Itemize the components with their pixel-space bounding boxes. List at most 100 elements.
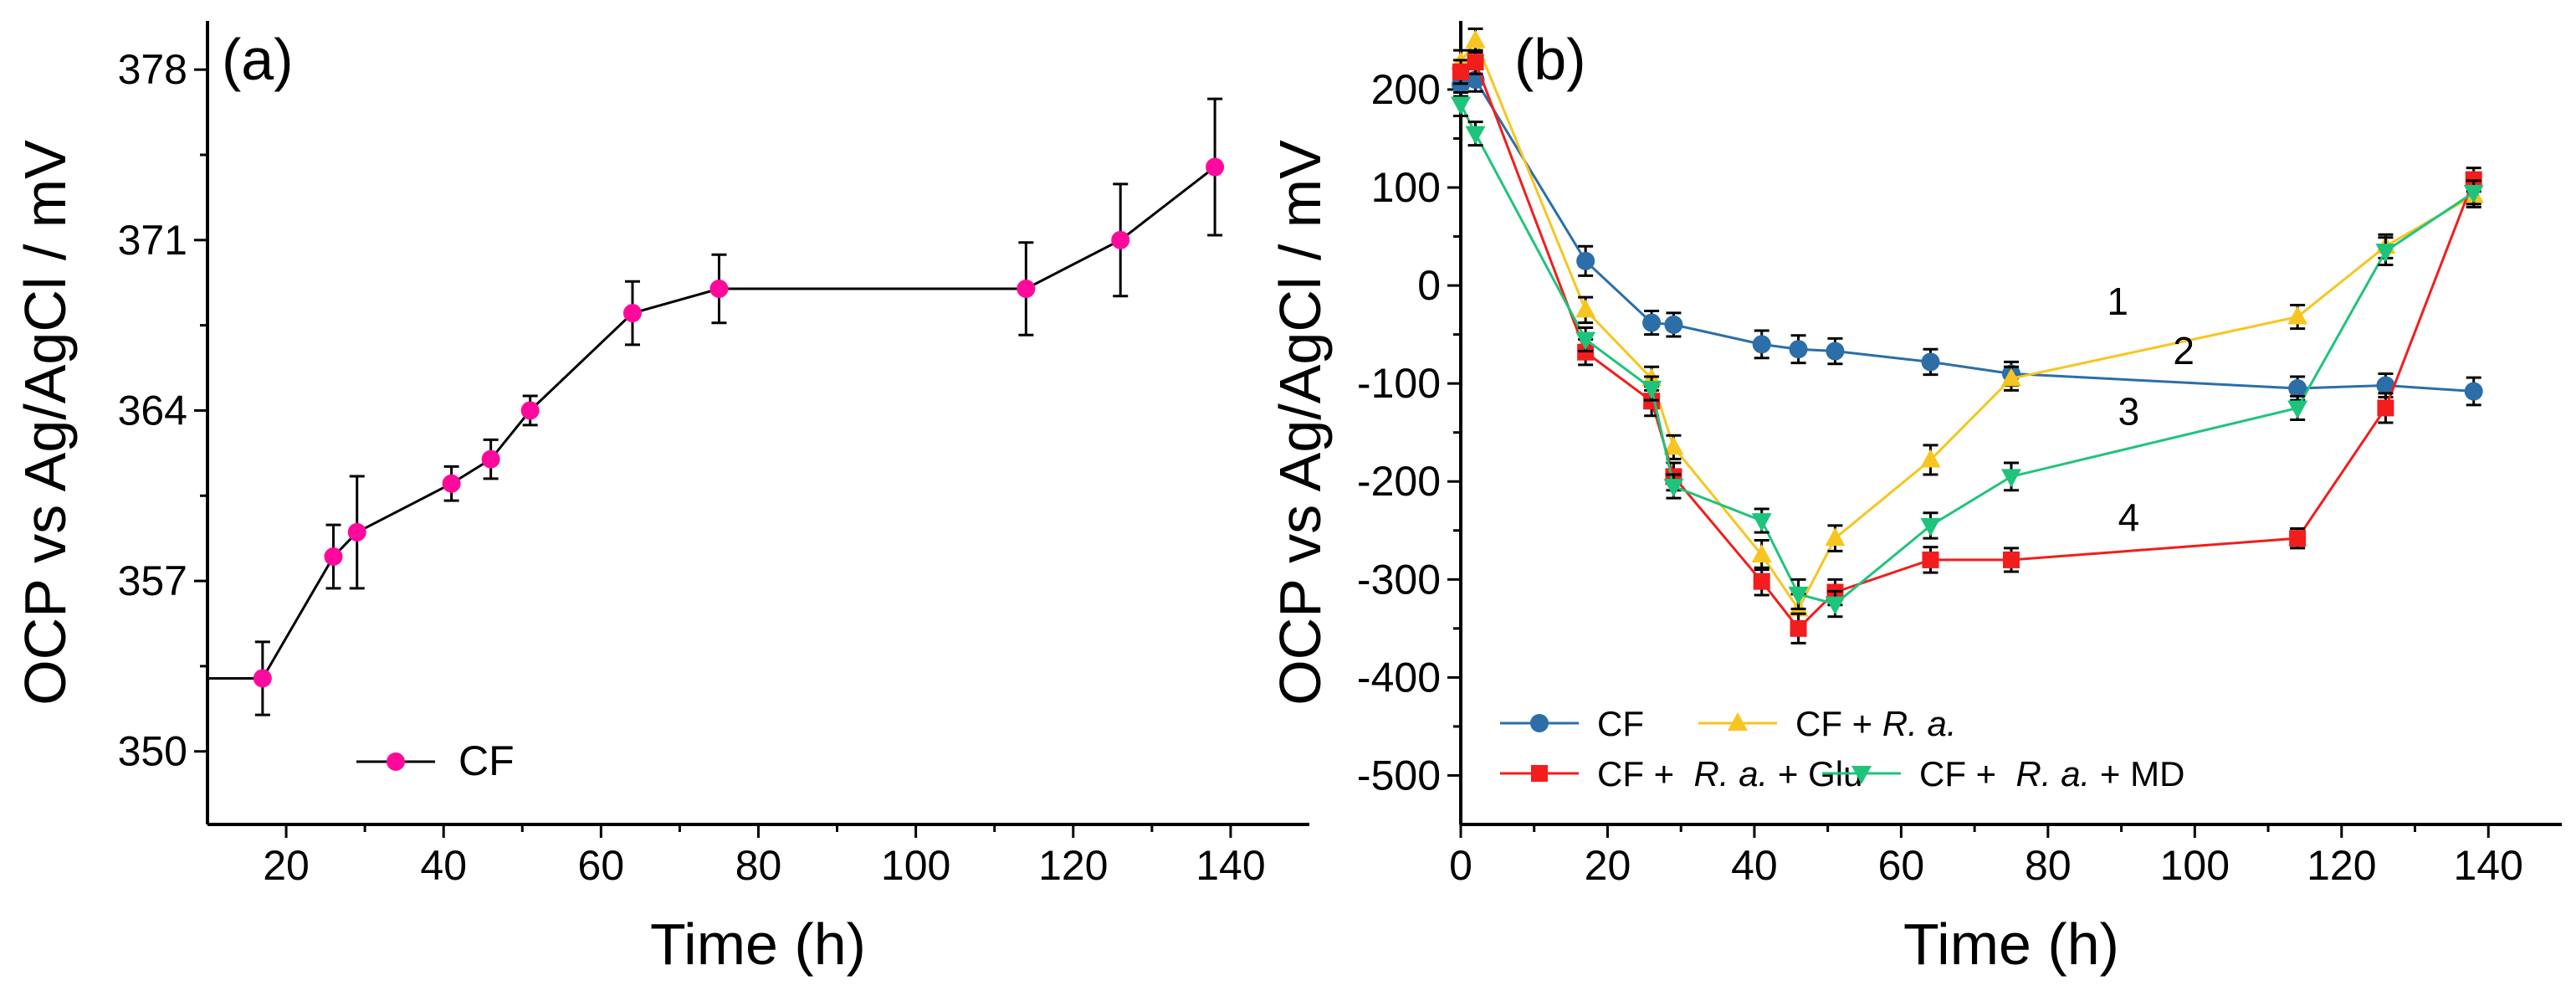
y-tick-label-b--200: -200 xyxy=(1357,458,1441,505)
x-tick-label-a-80: 80 xyxy=(735,842,782,889)
x-tick-label-b-140: 140 xyxy=(2454,842,2523,889)
data-point-b-cf-4 xyxy=(1664,315,1683,334)
data-point-b-cf-6 xyxy=(1789,340,1808,359)
data-point-b-cf-r-a-md-8 xyxy=(1920,517,1941,537)
data-point-b-cf-r-a-glu-6 xyxy=(1790,619,1807,637)
x-tick-label-a-100: 100 xyxy=(881,842,950,889)
legend-label-b-cf-r-a-md: CF + R. a. + MD xyxy=(1919,754,2184,793)
y-tick-label-b-200: 200 xyxy=(1371,66,1441,113)
data-point-b-cf-r-a-7 xyxy=(1825,527,1846,547)
legend-label-cf-a: CF xyxy=(458,737,515,784)
y-axis-title-b: OCP vs Ag/AgCl / mV xyxy=(1268,140,1333,706)
data-point-b-cf-r-a-md-4 xyxy=(1663,479,1684,498)
x-axis-title-a: Time (h) xyxy=(650,911,866,977)
data-point-b-cf-r-a-4 xyxy=(1663,436,1684,455)
data-point-b-cf-3 xyxy=(1642,313,1662,332)
data-point-b-cf-r-a-2 xyxy=(1575,299,1596,318)
y-tick-label-a-364: 364 xyxy=(118,387,187,434)
data-point-b-cf-r-a-md-0 xyxy=(1451,96,1471,116)
y-tick-label-b--300: -300 xyxy=(1357,556,1441,603)
y-tick-label-a-371: 371 xyxy=(118,217,187,264)
series-line-b-cf-r-a-glu xyxy=(1460,59,2476,631)
curve-label-b-2: 2 xyxy=(2173,329,2194,372)
data-point-b-cf-r-a-md-9 xyxy=(2001,469,2021,488)
data-point-b-cf-2 xyxy=(1576,251,1595,270)
legend-marker-b-cf xyxy=(1530,714,1549,732)
x-axis-title-b: Time (h) xyxy=(1903,911,2119,977)
data-point-a-cf-1 xyxy=(324,547,343,566)
y-tick-label-a-350: 350 xyxy=(118,728,187,775)
series-line-a-cf xyxy=(207,166,1216,680)
y-tick-label-a-378: 378 xyxy=(118,46,187,93)
y-tick-label-b--400: -400 xyxy=(1357,654,1441,701)
series-line-b-cf-r-a-md xyxy=(1459,103,2475,606)
x-tick-label-b-20: 20 xyxy=(1585,842,1631,889)
legend-marker-cf-a xyxy=(387,752,405,771)
data-point-b-cf-r-a-9 xyxy=(2001,367,2021,387)
data-point-b-cf-r-a-md-12 xyxy=(2463,184,2484,203)
data-point-b-cf-r-a-md-3 xyxy=(1641,381,1662,400)
data-point-a-cf-7 xyxy=(709,280,729,298)
data-point-b-cf-r-a-glu-9 xyxy=(2003,551,2020,568)
data-point-b-cf-r-a-10 xyxy=(2287,306,2308,325)
y-tick-label-a-357: 357 xyxy=(118,557,187,604)
data-point-b-cf-8 xyxy=(1921,352,1940,372)
data-point-b-cf-r-a-md-11 xyxy=(2375,244,2396,263)
legend-label-b-cf-r-a: CF + R. a. xyxy=(1795,704,1957,743)
data-point-a-cf-8 xyxy=(1017,280,1036,298)
data-point-b-cf-r-a-md-2 xyxy=(1575,331,1596,351)
data-point-a-cf-3 xyxy=(442,474,461,493)
x-tick-label-a-120: 120 xyxy=(1038,842,1108,889)
data-point-b-cf-r-a-5 xyxy=(1751,544,1772,563)
data-point-b-cf-r-a-md-6 xyxy=(1788,586,1809,605)
data-point-b-cf-r-a-glu-0 xyxy=(1452,63,1469,80)
data-point-b-cf-10 xyxy=(2288,379,2307,398)
x-tick-label-a-60: 60 xyxy=(578,842,625,889)
legend-marker-b-cf-r-a-glu xyxy=(1531,765,1548,782)
data-point-b-cf-r-a-md-10 xyxy=(2287,400,2308,419)
x-tick-label-a-20: 20 xyxy=(263,842,310,889)
data-point-a-cf-4 xyxy=(481,449,500,469)
series-line-b-cf-r-a xyxy=(1459,38,2475,612)
curve-label-b-4: 4 xyxy=(2118,496,2140,539)
data-point-a-cf-5 xyxy=(520,401,540,420)
data-point-a-cf-0 xyxy=(253,669,272,688)
chart-panel-a: 20 40 60 80 100 120 140 350 357 364 371 378 (a) Tim… xyxy=(13,21,1309,977)
panel-label-a: (a) xyxy=(222,27,294,92)
panel-label-b: (b) xyxy=(1514,27,1586,92)
legend-marker-b-cf-r-a-md xyxy=(1851,766,1872,784)
data-point-b-cf-r-a-glu-1 xyxy=(1467,54,1484,71)
data-point-b-cf-r-a-md-1 xyxy=(1465,126,1486,145)
y-tick-label-b--100: -100 xyxy=(1357,360,1441,407)
data-point-b-cf-r-a-8 xyxy=(1920,449,1941,468)
data-point-a-cf-9 xyxy=(1111,230,1130,249)
data-point-a-cf-6 xyxy=(622,304,642,323)
x-tick-label-b-80: 80 xyxy=(2025,842,2072,889)
x-tick-label-a-40: 40 xyxy=(420,842,467,889)
data-point-b-cf-11 xyxy=(2376,376,2395,395)
data-point-a-cf-10 xyxy=(1206,157,1225,177)
data-point-b-cf-7 xyxy=(1826,341,1845,361)
data-point-b-cf-r-a-1 xyxy=(1465,29,1486,49)
data-point-b-cf-r-a-glu-8 xyxy=(1922,551,1939,568)
legend-b: CF CF + R. a.CF + R. a. + Glu CF + R. a. +… xyxy=(1500,704,2184,793)
data-point-b-cf-r-a-glu-5 xyxy=(1753,573,1770,590)
y-tick-label-b--500: -500 xyxy=(1357,752,1441,798)
y-tick-label-b-100: 100 xyxy=(1371,164,1441,211)
legend-label-b-cf: CF xyxy=(1597,704,1644,743)
data-point-b-cf-12 xyxy=(2464,382,2483,401)
data-point-a-cf-2 xyxy=(347,522,366,542)
data-point-b-cf-r-a-glu-11 xyxy=(2377,399,2394,417)
series-line-b-cf xyxy=(1460,78,2474,393)
data-point-b-cf-r-a-md-7 xyxy=(1825,596,1846,615)
curve-label-b-3: 3 xyxy=(2118,389,2140,433)
data-point-b-cf-r-a-md-5 xyxy=(1751,513,1772,532)
x-tick-label-b-100: 100 xyxy=(2160,842,2230,889)
data-point-b-cf-5 xyxy=(1752,335,1771,354)
x-tick-label-a-140: 140 xyxy=(1196,842,1265,889)
curve-label-b-1: 1 xyxy=(2107,280,2128,323)
data-point-b-cf-r-a-glu-10 xyxy=(2289,530,2307,547)
y-tick-label-b-0: 0 xyxy=(1417,262,1441,309)
legend-marker-b-cf-r-a xyxy=(1728,712,1748,731)
